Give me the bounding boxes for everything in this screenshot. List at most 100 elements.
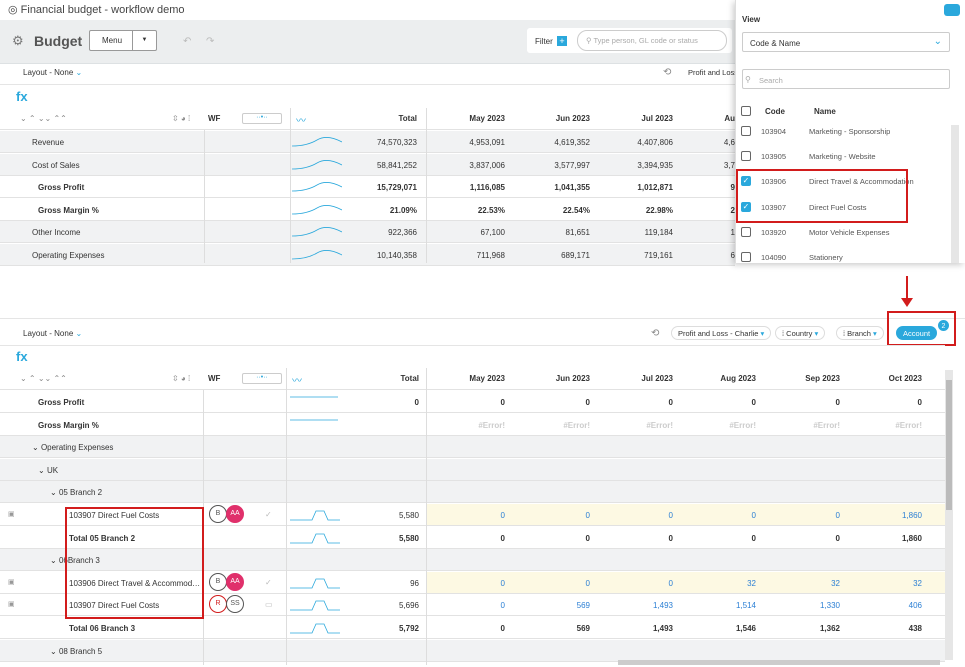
cell[interactable]: 1,860 bbox=[901, 533, 922, 543]
cell[interactable]: 1,330 bbox=[819, 601, 840, 611]
chevron-down-icon[interactable]: ⌄ bbox=[32, 443, 41, 453]
cell[interactable]: 3,577,997 bbox=[554, 160, 590, 170]
cell[interactable]: 0 bbox=[414, 398, 419, 407]
chevron-down-icon[interactable]: ⌄ bbox=[50, 556, 59, 566]
cell[interactable]: 689,171 bbox=[561, 251, 590, 260]
cell[interactable]: 1 bbox=[730, 228, 735, 238]
fx-icon[interactable]: fx bbox=[16, 89, 28, 104]
cell[interactable]: #Error! bbox=[813, 420, 840, 430]
assignee-badge[interactable]: AA bbox=[226, 572, 244, 591]
wf-toggle[interactable]: ··•·· bbox=[242, 113, 282, 124]
cell[interactable]: 569 bbox=[576, 624, 590, 633]
cell[interactable]: 0 bbox=[585, 578, 590, 588]
country-pill[interactable]: ⁞ Country ▾ bbox=[775, 326, 826, 340]
cell[interactable]: 96 bbox=[410, 578, 419, 588]
cell[interactable]: 0 bbox=[500, 533, 505, 543]
plus-icon[interactable]: + bbox=[557, 36, 567, 46]
cell[interactable]: 22.53% bbox=[477, 205, 505, 215]
cell[interactable]: 3,837,006 bbox=[469, 160, 505, 170]
checkbox[interactable] bbox=[741, 151, 751, 162]
cell[interactable]: 569 bbox=[576, 601, 590, 611]
cell[interactable]: 1,493 bbox=[652, 601, 673, 611]
layout-selector[interactable]: Layout - None ⌄ bbox=[23, 329, 83, 338]
cell[interactable]: 1,116,085 bbox=[469, 183, 505, 193]
assignee-badge[interactable]: B bbox=[209, 505, 227, 523]
panel-item[interactable]: ✓ 103906 Direct Travel & Accommodation bbox=[736, 169, 962, 194]
checkbox[interactable] bbox=[741, 226, 751, 237]
cell[interactable]: 0 bbox=[585, 533, 590, 543]
cell[interactable]: 32 bbox=[831, 578, 840, 588]
cell[interactable]: 32 bbox=[747, 578, 756, 588]
cell[interactable]: 10,140,358 bbox=[376, 251, 417, 260]
row-select-icon[interactable]: ▣ bbox=[8, 601, 15, 609]
cell[interactable]: 0 bbox=[668, 578, 673, 588]
checkbox[interactable] bbox=[741, 252, 751, 262]
profit-loss-pill[interactable]: Profit and Loss bbox=[688, 68, 739, 77]
history-icon[interactable]: ⟲ bbox=[651, 328, 660, 339]
redo-icon[interactable]: ↷ bbox=[206, 36, 215, 47]
cell[interactable]: 3,7 bbox=[723, 160, 735, 170]
cell[interactable]: 438 bbox=[908, 624, 922, 633]
cell[interactable]: #Error! bbox=[729, 420, 756, 430]
checkbox[interactable] bbox=[741, 126, 751, 136]
cell[interactable]: 1,514 bbox=[735, 601, 756, 611]
cell[interactable]: 32 bbox=[913, 578, 922, 588]
cell[interactable]: 0 bbox=[585, 398, 590, 407]
select-all-checkbox[interactable] bbox=[741, 106, 751, 116]
cell[interactable]: 1,041,355 bbox=[554, 183, 590, 193]
cell[interactable]: 5,792 bbox=[398, 624, 419, 633]
cell[interactable]: 1,493 bbox=[652, 624, 673, 633]
view-dropdown[interactable]: Code & Name ⌄ bbox=[742, 32, 950, 52]
cell[interactable]: 0 bbox=[500, 624, 505, 633]
cell[interactable]: #Error! bbox=[563, 420, 590, 430]
h-scrollbar[interactable] bbox=[618, 660, 940, 665]
cell[interactable]: 5,580 bbox=[398, 533, 419, 543]
cell[interactable]: 9 bbox=[730, 183, 735, 193]
panel-item[interactable]: ✓ 103907 Direct Fuel Costs bbox=[736, 195, 962, 220]
cell[interactable]: #Error! bbox=[895, 420, 922, 430]
cell[interactable]: 58,841,252 bbox=[376, 160, 417, 170]
cell[interactable]: 119,184 bbox=[644, 228, 673, 238]
chevron-down-icon[interactable]: ⌄ bbox=[50, 488, 59, 498]
panel-handle[interactable] bbox=[944, 4, 960, 16]
cell[interactable]: 0 bbox=[835, 511, 840, 520]
cell[interactable]: 67,100 bbox=[480, 228, 505, 238]
cell[interactable]: 406 bbox=[908, 601, 922, 611]
status-icon[interactable]: ✓ bbox=[265, 577, 272, 587]
cell[interactable]: 6 bbox=[730, 251, 735, 260]
cell[interactable]: 4,6 bbox=[723, 138, 735, 147]
search-input[interactable]: ⚲ Type person, GL code or status bbox=[577, 30, 727, 51]
chevron-down-icon[interactable]: ⌄ bbox=[50, 646, 59, 656]
wf-tools-icon[interactable]: ⇳ ◕ ⁞ bbox=[172, 114, 191, 123]
cell[interactable]: 0 bbox=[500, 601, 505, 611]
row-select-icon[interactable]: ▣ bbox=[8, 511, 15, 518]
panel-scrollbar[interactable] bbox=[951, 125, 959, 263]
cell[interactable]: 1,860 bbox=[901, 511, 922, 520]
cell[interactable]: 81,651 bbox=[565, 228, 590, 238]
cell[interactable]: 74,570,323 bbox=[376, 138, 417, 147]
history-icon[interactable]: ⟲ bbox=[663, 67, 672, 78]
cell[interactable]: #Error! bbox=[646, 420, 673, 430]
cell[interactable]: 0 bbox=[668, 533, 673, 543]
cell[interactable]: 2 bbox=[730, 205, 735, 215]
cell[interactable]: 711,968 bbox=[476, 251, 505, 260]
cell[interactable]: 22.54% bbox=[562, 205, 590, 215]
collapse-icon[interactable]: ⌄ ⌃ ⌄⌄ ⌃⌃ bbox=[20, 374, 67, 383]
checkbox[interactable]: ✓ bbox=[741, 201, 751, 212]
panel-item[interactable]: 103920 Motor Vehicle Expenses bbox=[736, 220, 962, 245]
assignee-badge[interactable]: R bbox=[209, 595, 227, 614]
cell[interactable]: 22.98% bbox=[645, 205, 673, 215]
wf-toggle[interactable]: ··•·· bbox=[242, 373, 282, 384]
branch-pill[interactable]: ⁞ Branch ▾ bbox=[836, 326, 884, 340]
panel-item[interactable]: 103904 Marketing - Sponsorship bbox=[736, 119, 962, 144]
assignee-badge[interactable]: SS bbox=[226, 595, 244, 614]
grid-scrollbar[interactable] bbox=[945, 370, 953, 660]
cell[interactable]: 0 bbox=[835, 533, 840, 543]
cell[interactable]: 0 bbox=[668, 511, 673, 520]
cell[interactable]: 5,696 bbox=[398, 601, 419, 611]
fx-icon[interactable]: fx bbox=[16, 349, 28, 364]
cell[interactable]: 0 bbox=[585, 511, 590, 520]
cell[interactable]: 1,362 bbox=[819, 624, 840, 633]
cell[interactable]: 4,953,091 bbox=[469, 138, 505, 147]
status-icon[interactable]: ▭ bbox=[265, 600, 273, 610]
